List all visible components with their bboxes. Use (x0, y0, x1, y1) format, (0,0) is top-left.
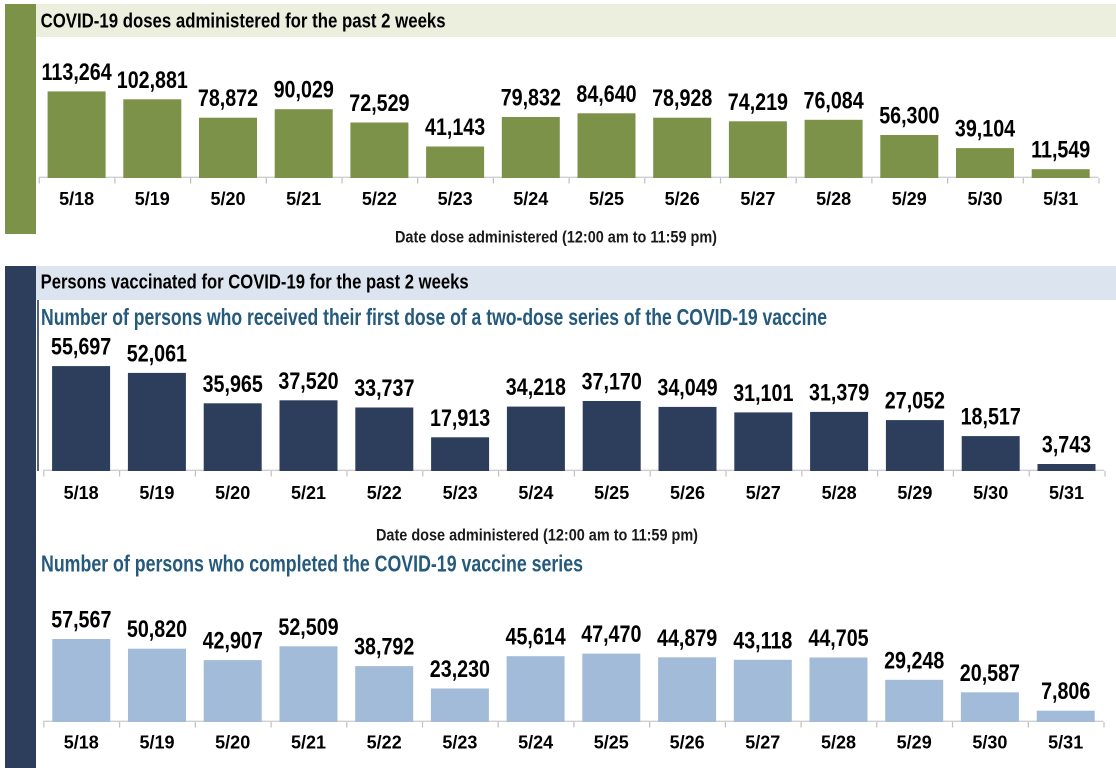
svg-text:31,379: 31,379 (809, 379, 869, 406)
svg-text:72,529: 72,529 (349, 90, 409, 117)
svg-text:90,029: 90,029 (274, 77, 334, 104)
svg-text:Number of persons who received: Number of persons who received their fir… (41, 304, 827, 330)
svg-text:5/25: 5/25 (589, 189, 624, 209)
svg-text:5/29: 5/29 (897, 733, 932, 753)
svg-text:27,052: 27,052 (885, 388, 945, 415)
svg-text:5/30: 5/30 (967, 189, 1002, 209)
svg-text:23,230: 23,230 (430, 656, 490, 683)
svg-text:78,872: 78,872 (198, 85, 258, 112)
svg-text:5/19: 5/19 (139, 483, 174, 503)
svg-text:5/26: 5/26 (670, 483, 705, 503)
svg-text:74,219: 74,219 (728, 89, 788, 116)
svg-text:5/29: 5/29 (892, 189, 927, 209)
svg-text:5/31: 5/31 (1043, 189, 1078, 209)
svg-text:5/24: 5/24 (518, 483, 553, 503)
svg-text:76,084: 76,084 (804, 87, 865, 114)
svg-text:47,470: 47,470 (581, 621, 641, 648)
svg-text:17,913: 17,913 (430, 405, 490, 432)
svg-text:20,587: 20,587 (960, 660, 1020, 687)
svg-text:102,881: 102,881 (117, 67, 188, 94)
svg-text:Persons vaccinated for COVID-1: Persons vaccinated for COVID-19 for the … (41, 271, 469, 294)
svg-text:55,697: 55,697 (51, 334, 111, 361)
svg-text:57,567: 57,567 (51, 607, 111, 634)
svg-text:43,118: 43,118 (733, 627, 792, 654)
svg-text:84,640: 84,640 (576, 81, 636, 108)
svg-text:5/27: 5/27 (740, 189, 775, 209)
svg-text:5/22: 5/22 (367, 483, 402, 503)
svg-text:3,743: 3,743 (1042, 432, 1091, 459)
svg-text:Date dose administered (12:00: Date dose administered (12:00 am to 11:5… (376, 526, 698, 545)
svg-text:5/23: 5/23 (442, 733, 477, 753)
svg-text:39,104: 39,104 (955, 116, 1016, 143)
svg-text:5/31: 5/31 (1048, 733, 1083, 753)
svg-text:5/24: 5/24 (518, 733, 553, 753)
svg-text:37,170: 37,170 (582, 369, 642, 396)
svg-text:11,549: 11,549 (1031, 137, 1090, 164)
svg-text:COVID-19 doses administered fo: COVID-19 doses administered for the past… (41, 10, 446, 33)
svg-text:113,264: 113,264 (42, 59, 113, 86)
svg-text:5/21: 5/21 (291, 483, 326, 503)
svg-text:5/28: 5/28 (821, 733, 856, 753)
svg-text:5/25: 5/25 (594, 483, 629, 503)
svg-text:52,061: 52,061 (127, 340, 187, 367)
svg-text:5/27: 5/27 (745, 733, 780, 753)
svg-text:5/21: 5/21 (286, 189, 321, 209)
svg-text:45,614: 45,614 (506, 624, 567, 651)
svg-text:5/24: 5/24 (513, 189, 548, 209)
svg-text:5/31: 5/31 (1049, 483, 1084, 503)
svg-text:Date dose administered (12:00: Date dose administered (12:00 am to 11:5… (395, 228, 717, 247)
svg-text:5/20: 5/20 (215, 483, 250, 503)
svg-text:5/28: 5/28 (822, 483, 857, 503)
svg-text:5/22: 5/22 (367, 733, 402, 753)
svg-text:52,509: 52,509 (278, 614, 338, 641)
svg-text:78,928: 78,928 (652, 85, 712, 112)
svg-text:5/27: 5/27 (746, 483, 781, 503)
svg-text:37,520: 37,520 (278, 368, 338, 395)
svg-text:7,806: 7,806 (1041, 678, 1090, 705)
svg-text:31,101: 31,101 (733, 380, 793, 407)
svg-text:34,218: 34,218 (506, 374, 566, 401)
svg-text:44,705: 44,705 (808, 625, 868, 652)
svg-text:33,737: 33,737 (354, 375, 414, 402)
svg-text:50,820: 50,820 (127, 616, 187, 643)
svg-text:41,143: 41,143 (425, 114, 485, 141)
svg-text:35,965: 35,965 (203, 371, 263, 398)
svg-text:5/18: 5/18 (64, 483, 99, 503)
svg-text:5/19: 5/19 (139, 733, 174, 753)
svg-text:44,879: 44,879 (657, 625, 717, 652)
svg-text:5/21: 5/21 (291, 733, 326, 753)
svg-text:5/18: 5/18 (59, 189, 94, 209)
svg-text:5/30: 5/30 (972, 733, 1007, 753)
svg-text:42,907: 42,907 (203, 628, 263, 655)
svg-text:5/18: 5/18 (64, 733, 99, 753)
svg-text:5/28: 5/28 (816, 189, 851, 209)
svg-text:5/23: 5/23 (438, 189, 473, 209)
svg-text:5/19: 5/19 (135, 189, 170, 209)
svg-text:79,832: 79,832 (501, 85, 561, 112)
svg-text:34,049: 34,049 (657, 374, 717, 401)
svg-text:5/26: 5/26 (670, 733, 705, 753)
svg-text:5/23: 5/23 (443, 483, 478, 503)
svg-text:5/25: 5/25 (594, 733, 629, 753)
svg-text:5/29: 5/29 (897, 483, 932, 503)
svg-text:5/30: 5/30 (973, 483, 1008, 503)
svg-text:5/20: 5/20 (210, 189, 245, 209)
svg-text:5/26: 5/26 (665, 189, 700, 209)
svg-text:5/22: 5/22 (362, 189, 397, 209)
svg-text:Number of persons who complete: Number of persons who completed the COVI… (41, 550, 583, 576)
svg-text:29,248: 29,248 (884, 647, 944, 674)
svg-text:5/20: 5/20 (215, 733, 250, 753)
svg-text:38,792: 38,792 (354, 634, 414, 661)
svg-text:56,300: 56,300 (879, 103, 939, 130)
svg-text:18,517: 18,517 (961, 404, 1021, 431)
